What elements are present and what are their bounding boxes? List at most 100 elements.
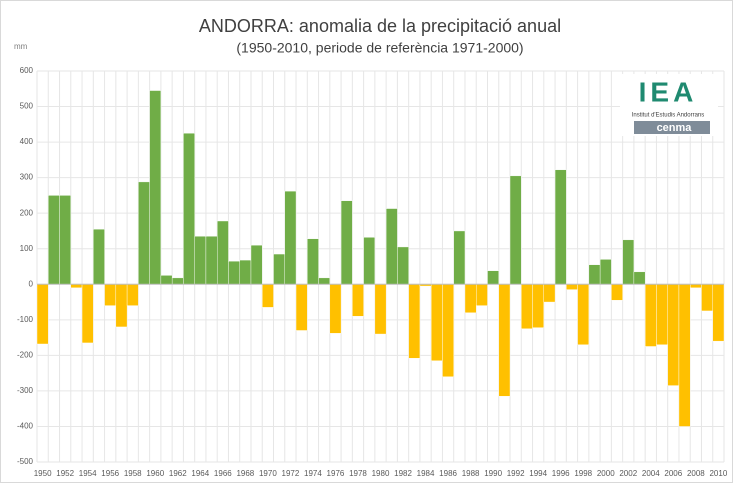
bar — [295, 284, 308, 331]
bar — [59, 195, 71, 285]
chart-title: ANDORRA: anomalia de la precipitació anu… — [199, 16, 561, 36]
bar — [273, 253, 285, 285]
bar — [340, 200, 353, 285]
y-tick-label: -100 — [17, 315, 34, 324]
x-tick-label: 1984 — [417, 469, 435, 478]
bar — [93, 228, 105, 285]
logo-institute: Institut d'Estudis Andorrans — [632, 113, 705, 119]
bar — [667, 284, 680, 386]
bar — [81, 284, 94, 344]
x-tick-label: 2000 — [597, 469, 615, 478]
bar — [701, 284, 713, 312]
y-tick-label: -400 — [17, 422, 34, 431]
bar — [566, 284, 578, 290]
bar — [464, 284, 477, 313]
bar — [442, 284, 454, 377]
bar — [194, 236, 207, 285]
bar — [430, 284, 443, 361]
y-tick-label: 500 — [20, 102, 34, 111]
bar — [656, 284, 668, 345]
x-tick-label: 1960 — [146, 469, 164, 478]
x-tick-label: 1974 — [304, 469, 322, 478]
bar — [397, 246, 409, 285]
logo-mark: IEA — [639, 76, 698, 107]
x-tick-label: 1952 — [56, 469, 74, 478]
x-tick-label: 1976 — [327, 469, 345, 478]
y-tick-label: 600 — [20, 66, 34, 75]
bar — [509, 175, 522, 285]
x-tick-label: 2008 — [687, 469, 705, 478]
bar — [577, 284, 590, 345]
chart-subtitle: (1950-2010, periode de referència 1971-2… — [236, 40, 523, 56]
bar — [385, 208, 398, 285]
logo: IEA Institut d'Estudis Andorrans cenma — [620, 74, 718, 136]
x-tick-label: 1962 — [169, 469, 187, 478]
y-tick-label: -500 — [17, 457, 34, 466]
bar — [487, 270, 499, 285]
x-tick-label: 2010 — [709, 469, 727, 478]
x-tick-label: 1992 — [507, 469, 525, 478]
x-tick-label: 1996 — [552, 469, 570, 478]
bar — [205, 236, 218, 285]
x-tick-label: 2006 — [664, 469, 682, 478]
bar — [216, 220, 229, 285]
bar — [329, 284, 342, 334]
bar — [104, 284, 117, 306]
bar — [239, 259, 252, 285]
bar — [363, 237, 376, 285]
x-tick-label: 1956 — [101, 469, 119, 478]
logo-band — [634, 121, 710, 134]
bar — [262, 284, 274, 308]
bar — [588, 264, 601, 285]
x-tick-label: 1968 — [236, 469, 254, 478]
y-tick-label: 200 — [20, 208, 34, 217]
bar — [70, 284, 83, 289]
x-tick-label: 1964 — [191, 469, 209, 478]
bar — [160, 275, 173, 285]
y-tick-label: -200 — [17, 350, 34, 359]
logo-brand: cenma — [657, 122, 693, 134]
x-tick-label: 1954 — [79, 469, 97, 478]
x-tick-label: 1998 — [574, 469, 592, 478]
bar — [250, 244, 263, 285]
y-axis-label: mm — [14, 42, 28, 51]
x-tick-label: 1950 — [34, 469, 52, 478]
bar — [228, 260, 240, 285]
x-tick-label: 2004 — [642, 469, 660, 478]
bar — [554, 169, 567, 285]
bar — [352, 284, 364, 317]
bar — [476, 284, 488, 306]
x-tick-label: 1990 — [484, 469, 502, 478]
bar — [318, 277, 331, 285]
bar — [712, 284, 725, 342]
bar — [36, 284, 49, 345]
x-tick-label: 1988 — [462, 469, 480, 478]
x-tick-label: 1970 — [259, 469, 277, 478]
bar — [622, 239, 635, 285]
x-tick-label: 1972 — [282, 469, 300, 478]
bar — [678, 284, 691, 427]
bar — [171, 277, 184, 285]
bar — [453, 230, 466, 285]
bar — [543, 284, 556, 303]
x-tick-label: 1958 — [124, 469, 142, 478]
x-tick-label: 2002 — [619, 469, 637, 478]
x-tick-label: 1980 — [372, 469, 390, 478]
bar — [115, 284, 128, 328]
x-tick-label: 1978 — [349, 469, 367, 478]
bar — [611, 284, 623, 301]
bar — [138, 181, 150, 285]
bar — [307, 238, 319, 285]
bar — [408, 284, 421, 359]
bar — [149, 90, 162, 285]
bar — [599, 259, 612, 285]
bar — [633, 271, 646, 285]
bar — [126, 284, 139, 306]
y-tick-label: 300 — [20, 173, 34, 182]
bar — [183, 133, 195, 285]
x-tick-label: 1966 — [214, 469, 232, 478]
x-tick-label: 1994 — [529, 469, 547, 478]
bar — [498, 284, 511, 397]
y-tick-label: 0 — [29, 279, 34, 288]
